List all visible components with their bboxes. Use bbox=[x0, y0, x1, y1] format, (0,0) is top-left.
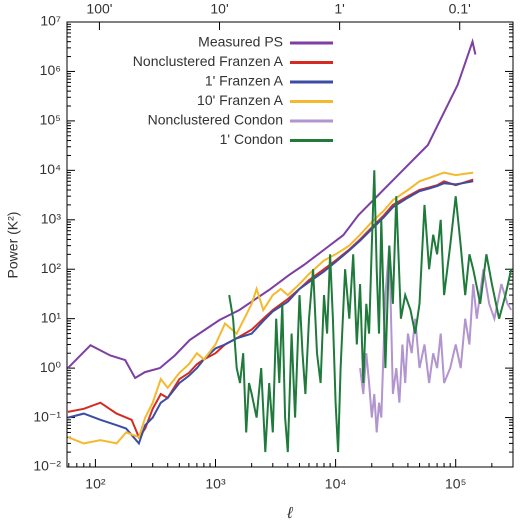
x2-tick-label: 10' bbox=[210, 1, 228, 17]
y-tick-label: 10³ bbox=[41, 210, 62, 226]
legend-label: 10' Franzen A bbox=[197, 92, 284, 108]
legend-label: 1' Franzen A bbox=[205, 73, 284, 89]
series-line bbox=[359, 245, 513, 433]
y-axis-title: Power (K²) bbox=[5, 212, 21, 279]
y-tick-label: 10⁶ bbox=[40, 62, 61, 78]
series-line bbox=[67, 38, 477, 380]
series-line bbox=[67, 171, 474, 445]
y-tick-label: 10² bbox=[41, 260, 62, 276]
y-tick-label: 10⁷ bbox=[40, 13, 61, 29]
series-line bbox=[67, 178, 474, 440]
x2-tick-label: 0.1' bbox=[449, 1, 471, 17]
y-tick-label: 10¹ bbox=[41, 309, 62, 325]
legend-label: Nonclustered Condon bbox=[148, 112, 283, 128]
legend-label: Measured PS bbox=[198, 34, 283, 50]
series-line bbox=[228, 170, 513, 453]
x-tick-label: 10⁵ bbox=[445, 476, 466, 492]
y-tick-label: 10⁻¹ bbox=[33, 408, 61, 424]
x-tick-label: 10³ bbox=[205, 476, 226, 492]
plot-frame bbox=[66, 21, 514, 468]
x2-tick-label: 100' bbox=[86, 1, 112, 17]
series-line bbox=[67, 180, 474, 446]
legend-label: Nonclustered Franzen A bbox=[133, 53, 284, 69]
y-tick-label: 10⁰ bbox=[40, 359, 62, 375]
x-tick-label: 10⁴ bbox=[325, 476, 347, 492]
x-tick-label: 10² bbox=[85, 476, 106, 492]
y-tick-label: 10⁻² bbox=[33, 458, 61, 474]
y-tick-label: 10⁵ bbox=[40, 112, 61, 128]
y-tick-label: 10⁴ bbox=[39, 161, 61, 177]
legend-label: 1' Condon bbox=[220, 131, 283, 147]
x2-tick-label: 1' bbox=[334, 1, 344, 17]
x-axis-title: ℓ bbox=[286, 505, 293, 522]
